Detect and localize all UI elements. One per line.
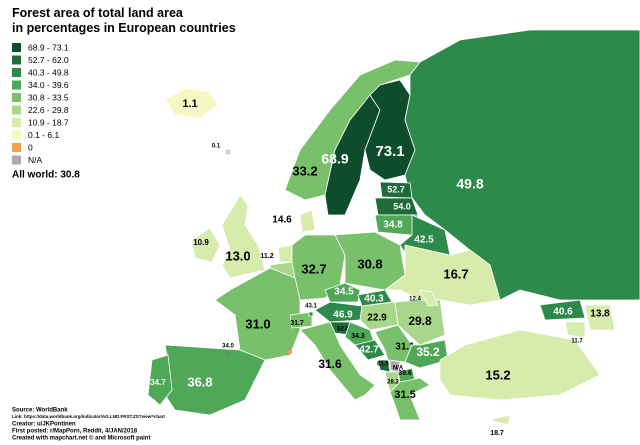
country-value: 30.8 (357, 256, 382, 271)
country-value: 73.1 (375, 143, 404, 160)
country-value: 42.5 (414, 235, 434, 246)
country (191, 227, 221, 263)
legend-label: 30.8 - 33.5 (28, 92, 69, 102)
legend-swatch (12, 105, 21, 115)
country (225, 149, 231, 155)
country-value: 34.8 (383, 220, 403, 231)
country-value: 0.1 (212, 144, 221, 150)
legend-label: N/A (28, 155, 43, 165)
country-value: 31.6 (318, 357, 342, 371)
country-value: 11.2 (260, 253, 273, 260)
country-value: 15.2 (485, 367, 510, 382)
footer-line: Created with mapchart.net © and Microsof… (12, 435, 150, 442)
country-value: 43.1 (305, 304, 317, 310)
country (383, 244, 501, 306)
country-value: 16.7 (443, 266, 468, 281)
country (214, 267, 301, 361)
legend-swatch (12, 43, 21, 52)
country-value: 35.2 (416, 345, 440, 359)
country (289, 311, 313, 329)
country-value: 32.7 (301, 261, 326, 276)
footer-line: Creator: u/JKPontinen (12, 422, 76, 428)
title-line: Forest area of total land area in percent… (12, 6, 236, 35)
legend-swatch (12, 143, 21, 152)
legend-swatch (12, 68, 21, 77)
country (419, 289, 439, 307)
country (584, 304, 616, 331)
country (299, 209, 316, 233)
country-value: 39.6 (398, 370, 412, 377)
country (359, 301, 399, 331)
country-value: 42.7 (359, 345, 379, 356)
legend-swatch (12, 93, 21, 102)
legend-swatch (12, 155, 21, 165)
legend-label: 22.6 - 29.8 (28, 105, 69, 115)
country-value: 18.7 (490, 430, 504, 437)
country-value: 40.3 (364, 294, 384, 305)
country (539, 299, 586, 321)
country-value: 12.4 (409, 297, 421, 303)
country-value: N/A (393, 366, 404, 372)
country-value: 34.5 (334, 287, 354, 298)
country-value: 13.8 (590, 309, 610, 320)
country-value: 34.0 (222, 344, 234, 350)
country (277, 244, 293, 263)
country-value: 46.9 (333, 310, 353, 321)
country (286, 349, 292, 355)
legend-label: 68.9 - 73.1 (28, 42, 69, 52)
country-value: 52.7 (387, 184, 405, 194)
footer-line: Source: WorldBank (12, 408, 68, 414)
legend-label: 34.0 - 39.6 (28, 80, 69, 90)
country-value: 31.1 (395, 342, 415, 353)
country (364, 79, 416, 181)
country (389, 377, 431, 421)
country-value: 31.7 (290, 320, 304, 327)
country-value: 29.8 (408, 314, 432, 328)
country (354, 339, 386, 361)
country-value: 34.3 (351, 333, 365, 340)
country-value: 31.5 (394, 389, 415, 401)
country-value: 61.5 (377, 362, 389, 368)
country (439, 329, 601, 401)
country-value: 31.0 (245, 316, 270, 331)
country-value: 13.0 (225, 248, 250, 263)
country (164, 87, 219, 119)
country-value: 10.9 (193, 238, 209, 247)
country-value: 22.9 (367, 313, 387, 324)
legend-swatch (12, 130, 21, 140)
country (488, 414, 511, 426)
legend-swatch (12, 55, 21, 65)
country-value: 33.2 (292, 163, 317, 178)
country (221, 194, 266, 279)
country-value: 40.6 (553, 307, 573, 318)
country-value: 36.8 (187, 374, 212, 389)
country-value: 68.9 (321, 151, 348, 167)
country (164, 344, 266, 416)
country (308, 311, 314, 317)
footer-line: First posted: r/MapPorn, Reddit, 4/JAN/2… (12, 429, 138, 435)
legend-label: 10.9 - 18.7 (28, 117, 69, 127)
country-value: 11.7 (571, 339, 583, 345)
footer-line: Link: https://data.worldbank.org/indicat… (12, 414, 165, 419)
legend-label: 52.7 - 62.0 (28, 55, 69, 65)
country-value: 14.6 (272, 215, 292, 226)
country-value: 49.8 (456, 176, 483, 192)
country-value: 62.0 (337, 327, 349, 333)
country-value: 28.2 (387, 380, 399, 386)
country-value: 34.7 (150, 378, 166, 387)
legend-swatch (12, 118, 21, 127)
country-value: 54.0 (393, 201, 411, 211)
country-value: 1.1 (182, 98, 197, 110)
legend-label: 40.3 - 49.8 (28, 67, 69, 77)
legend-label: 0 (28, 142, 33, 152)
country (147, 354, 173, 406)
world-note: All world: 30.8 (12, 170, 80, 181)
country (564, 321, 586, 339)
country (225, 351, 231, 357)
legend-swatch (12, 80, 21, 90)
country (299, 321, 376, 401)
legend-label: 0.1 - 6.1 (28, 130, 59, 140)
